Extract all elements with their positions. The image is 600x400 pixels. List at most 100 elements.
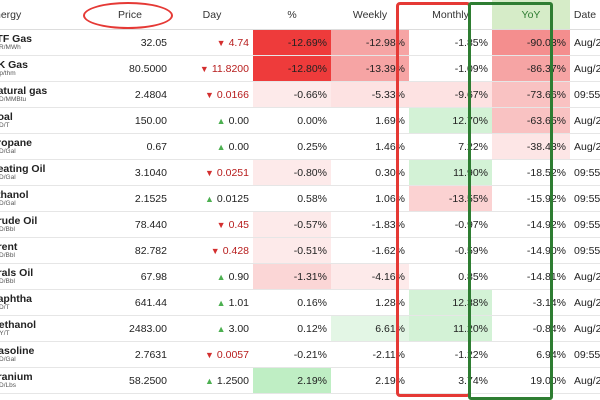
table-row[interactable]: CoalUSD/T150.00▲0.000.00%1.69%12.70%-63.… — [0, 107, 600, 134]
table-row[interactable]: TTF GasEUR/MWh32.05▼4.74-12.69%-12.98%-1… — [0, 29, 600, 56]
commodity-name[interactable]: Coal — [0, 110, 13, 123]
table-row[interactable]: Heating OilUSD/Gal3.1040▼0.0251-0.80%0.3… — [0, 159, 600, 186]
commodity-name[interactable]: Naphtha — [0, 292, 32, 305]
table-row[interactable]: Natural gasUSD/MMBtu2.4804▼0.0166-0.66%-… — [0, 81, 600, 108]
commodity-name-cell[interactable]: MethanolCNY/T — [0, 315, 89, 342]
commodity-name[interactable]: Methanol — [0, 318, 37, 331]
commodity-name[interactable]: Uranium — [0, 370, 33, 383]
yoy-change-cell: -63.65% — [492, 107, 570, 134]
day-change-cell: ▲ 3.00 — [171, 315, 253, 342]
commodity-name-cell[interactable]: NaphthaUSD/T — [0, 289, 89, 316]
weekly-change-cell: -5.33% — [331, 81, 409, 108]
yoy-change-cell: -73.66% — [492, 81, 570, 108]
column-header-weekly[interactable]: Weekly — [331, 0, 409, 30]
commodity-name[interactable]: Ethanol — [0, 188, 29, 201]
commodity-name[interactable]: Propane — [0, 136, 33, 149]
commodity-name-cell[interactable]: UK GasGBp/thm — [0, 55, 89, 82]
column-header-yoy[interactable]: YoY — [492, 0, 570, 30]
yoy-change-cell: -38.43% — [492, 133, 570, 160]
day-change-value: 0.0057 — [216, 348, 249, 361]
commodity-name-cell[interactable]: CoalUSD/T — [0, 107, 89, 134]
commodity-name-cell[interactable]: GasolineUSD/Gal — [0, 341, 89, 368]
column-header-price[interactable]: Price — [89, 0, 171, 30]
triangle-down-icon: ▼ — [216, 37, 226, 48]
monthly-change-cell: 0.85% — [409, 263, 492, 290]
day-change-cell: ▼ 0.428 — [171, 237, 253, 264]
day-change-cell: ▲ 1.2500 — [171, 367, 253, 394]
date-cell: Aug/24 — [570, 29, 600, 56]
commodity-name-cell[interactable]: Crude OilUSD/Bbl — [0, 211, 89, 238]
price-cell: 32.05 — [89, 29, 171, 56]
monthly-change-cell: 7.22% — [409, 133, 492, 160]
table-row[interactable]: Urals OilUSD/Bbl67.98▲0.90-1.31%-4.16%0.… — [0, 263, 600, 290]
table-row[interactable]: GasolineUSD/Gal2.7631▼0.0057-0.21%-2.11%… — [0, 341, 600, 368]
commodity-name-cell[interactable]: UraniumUSD/Lbs — [0, 367, 89, 394]
commodity-name-cell[interactable]: EthanolUSD/Gal — [0, 185, 89, 212]
table-row[interactable]: UK GasGBp/thm80.5000▼11.8200-12.80%-13.3… — [0, 55, 600, 82]
commodity-name[interactable]: Natural gas — [0, 84, 48, 97]
date-cell: Aug/24 — [570, 55, 600, 82]
weekly-change-cell: 1.06% — [331, 185, 409, 212]
weekly-change-cell: -4.16% — [331, 263, 409, 290]
commodity-name[interactable]: Brent — [0, 240, 18, 253]
triangle-down-icon: ▼ — [204, 349, 214, 360]
commodity-name[interactable]: Urals Oil — [0, 266, 34, 279]
column-header-monthly[interactable]: Monthly — [409, 0, 492, 30]
monthly-change-cell: -13.55% — [409, 185, 492, 212]
percent-change-cell: -12.69% — [253, 29, 331, 56]
date-cell: 09:55 — [570, 81, 600, 108]
price-cell: 78.440 — [89, 211, 171, 238]
table-row[interactable]: MethanolCNY/T2483.00▲3.000.12%6.61%11.20… — [0, 315, 600, 342]
weekly-change-cell: 1.46% — [331, 133, 409, 160]
column-header-date[interactable]: Date — [570, 0, 600, 30]
commodity-name[interactable]: UK Gas — [0, 58, 28, 71]
yoy-change-cell: -14.90% — [492, 237, 570, 264]
day-change-cell: ▲ 0.90 — [171, 263, 253, 290]
triangle-up-icon: ▲ — [216, 115, 226, 126]
commodity-name-cell[interactable]: TTF GasEUR/MWh — [0, 29, 89, 56]
weekly-change-cell: 0.30% — [331, 159, 409, 186]
commodity-unit: USD/Gal — [0, 147, 16, 155]
commodity-unit: USD/Gal — [0, 173, 16, 181]
commodity-name-cell[interactable]: Urals OilUSD/Bbl — [0, 263, 89, 290]
triangle-up-icon: ▲ — [216, 271, 226, 282]
commodity-name-cell[interactable]: Heating OilUSD/Gal — [0, 159, 89, 186]
triangle-down-icon: ▼ — [216, 219, 226, 230]
commodity-name[interactable]: Heating Oil — [0, 162, 46, 175]
commodity-name-cell[interactable]: PropaneUSD/Gal — [0, 133, 89, 160]
weekly-change-cell: 1.28% — [331, 289, 409, 316]
monthly-change-cell: -1.22% — [409, 341, 492, 368]
monthly-change-cell: -1.09% — [409, 55, 492, 82]
monthly-change-cell: 11.90% — [409, 159, 492, 186]
commodity-name-cell[interactable]: BrentUSD/Bbl — [0, 237, 89, 264]
column-header-percent[interactable]: % — [253, 0, 331, 30]
yoy-change-cell: -18.52% — [492, 159, 570, 186]
commodity-name[interactable]: TTF Gas — [0, 32, 33, 45]
table-row[interactable]: NaphthaUSD/T641.44▲1.010.16%1.28%12.38%-… — [0, 289, 600, 316]
commodity-name[interactable]: Crude Oil — [0, 214, 38, 227]
date-cell: Aug/24 — [570, 263, 600, 290]
day-change-value: 0.0166 — [216, 88, 249, 101]
column-header-energy[interactable]: Energy — [0, 0, 89, 30]
table-row[interactable]: EthanolUSD/Gal2.1525▲0.01250.58%1.06%-13… — [0, 185, 600, 212]
table-row[interactable]: PropaneUSD/Gal0.67▲0.000.25%1.46%7.22%-3… — [0, 133, 600, 160]
day-change-value: 1.2500 — [216, 374, 249, 387]
percent-change-cell: -0.66% — [253, 81, 331, 108]
price-cell: 2.7631 — [89, 341, 171, 368]
table-row[interactable]: Crude OilUSD/Bbl78.440▼0.45-0.57%-1.83%-… — [0, 211, 600, 238]
table-row[interactable]: UraniumUSD/Lbs58.2500▲1.25002.19%2.19%3.… — [0, 367, 600, 394]
commodity-name[interactable]: Gasoline — [0, 344, 35, 357]
day-change-cell: ▼ 4.74 — [171, 29, 253, 56]
day-change-value: 11.8200 — [211, 62, 249, 75]
table-row[interactable]: BrentUSD/Bbl82.782▼0.428-0.51%-1.62%-0.5… — [0, 237, 600, 264]
triangle-up-icon: ▲ — [216, 297, 226, 308]
price-cell: 2.1525 — [89, 185, 171, 212]
price-cell: 0.67 — [89, 133, 171, 160]
column-header-day[interactable]: Day — [171, 0, 253, 30]
day-change-value: 0.90 — [228, 270, 249, 283]
percent-change-cell: -12.80% — [253, 55, 331, 82]
commodity-unit: EUR/MWh — [0, 43, 21, 51]
weekly-change-cell: -12.98% — [331, 29, 409, 56]
commodity-name-cell[interactable]: Natural gasUSD/MMBtu — [0, 81, 89, 108]
triangle-down-icon: ▼ — [210, 245, 220, 256]
